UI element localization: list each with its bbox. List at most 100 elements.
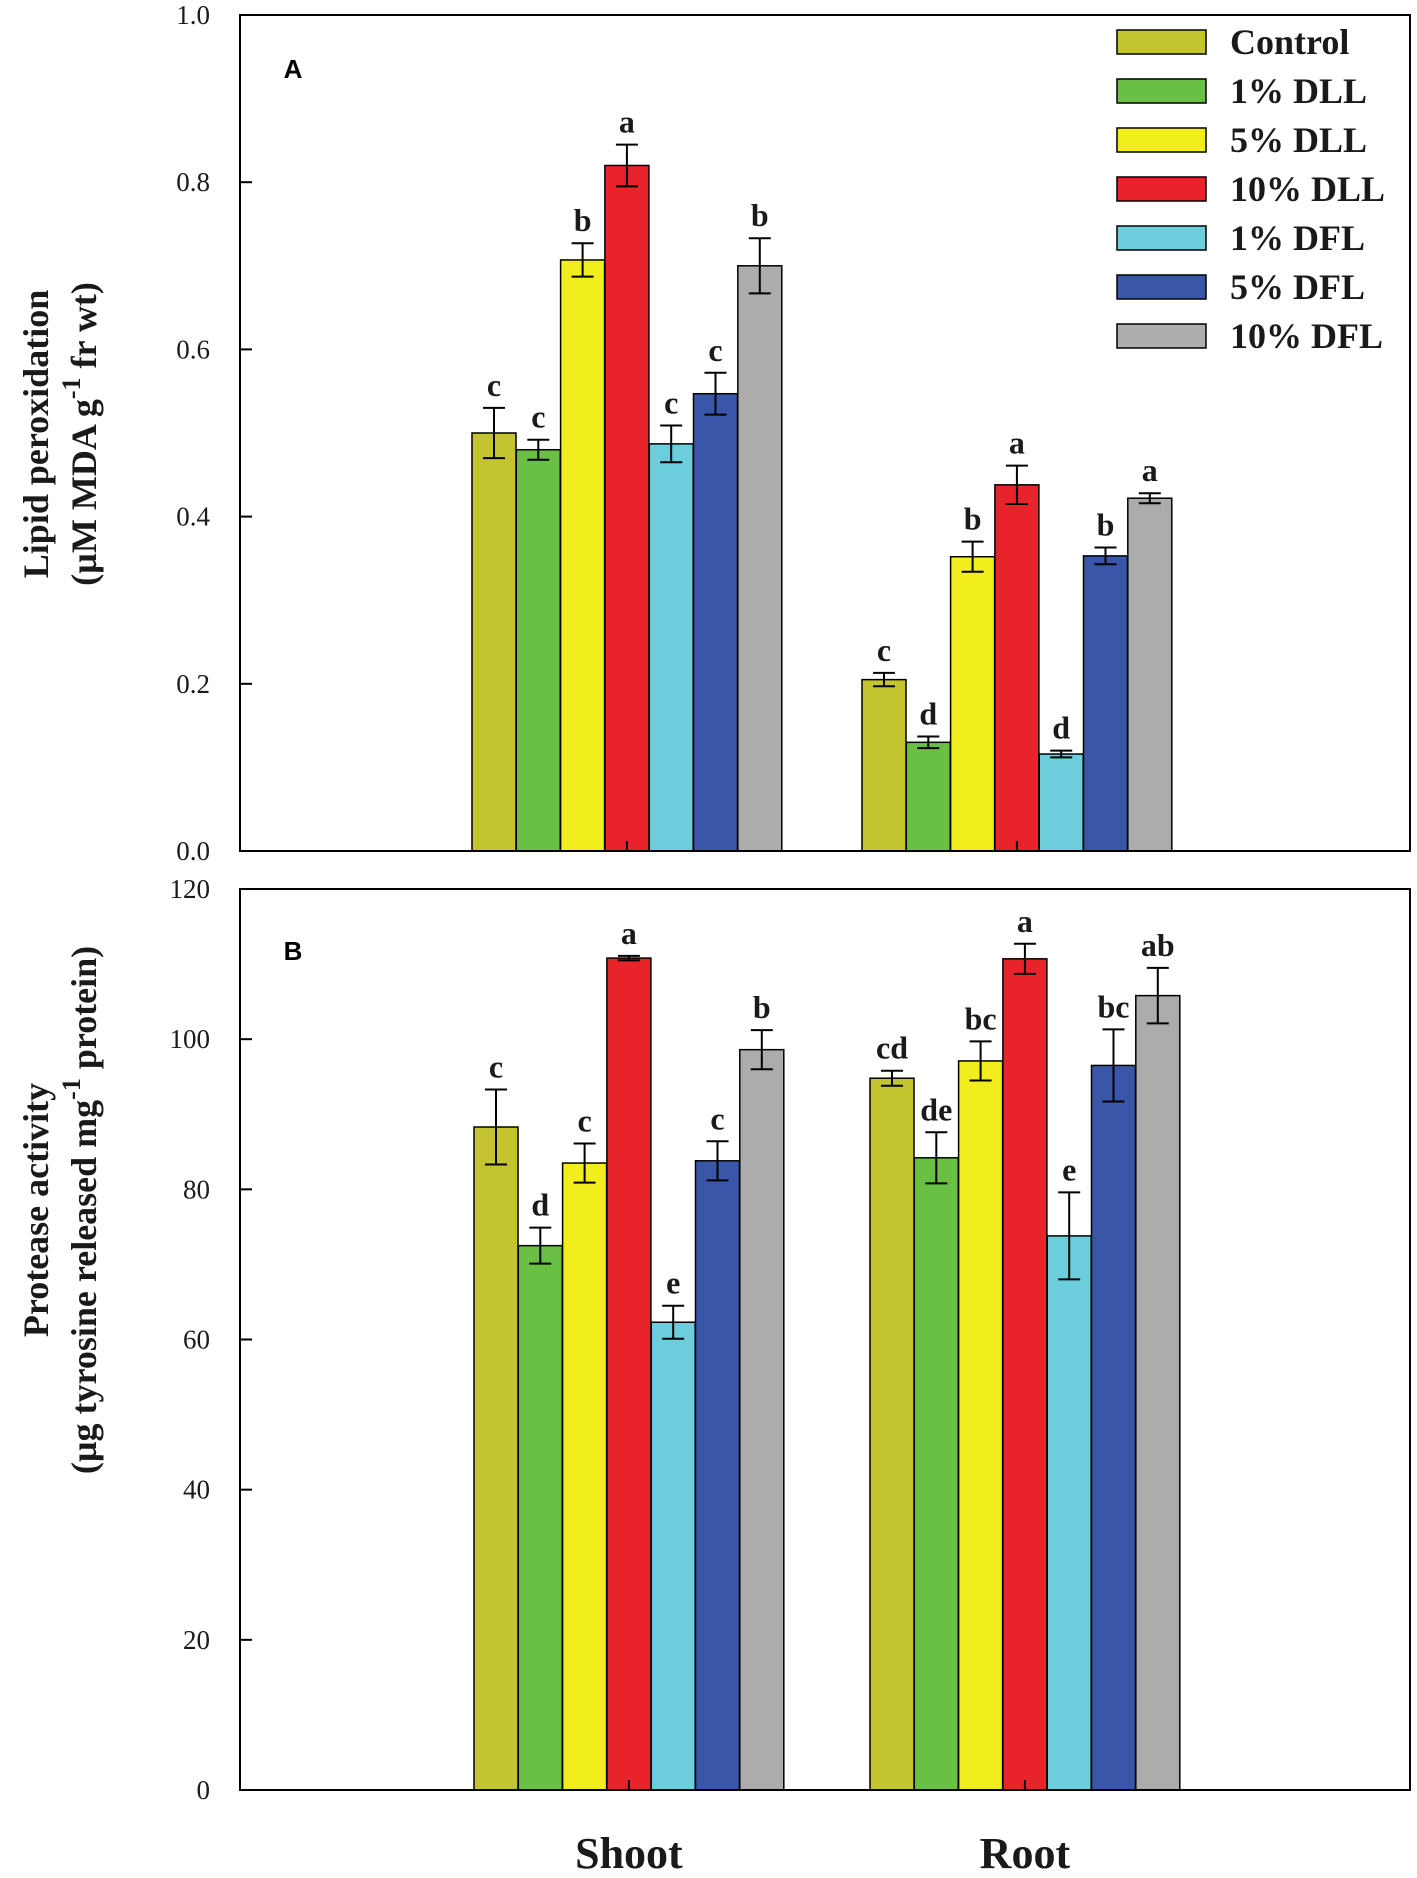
legend-swatch-10-dfl	[1116, 323, 1207, 349]
significance-letter: e	[1062, 1151, 1076, 1187]
significance-letter: c	[531, 399, 545, 435]
bar-control-shoot	[473, 1126, 519, 1791]
significance-letter: c	[710, 1100, 724, 1136]
y-axis-unit-prefix: (µM MDA g	[64, 399, 104, 586]
panel-letter: B	[284, 936, 303, 966]
y-tick-label: 100	[170, 1024, 211, 1054]
legend-label: 5% DFL	[1230, 267, 1365, 307]
significance-letter: c	[487, 367, 501, 403]
significance-letter: c	[708, 332, 722, 368]
bar-control-root	[861, 678, 907, 852]
bar-1-dfl-shoot	[648, 443, 694, 852]
bar-1-dfl-root	[1046, 1235, 1092, 1791]
panel-b: c cd d de c bc a a e e c bc b ab 0 20 40 60 80 100 120 Shoot R…	[16, 874, 1411, 1878]
legend-label: 1% DFL	[1230, 218, 1365, 258]
y-axis-unit-suffix: protein)	[64, 946, 104, 1078]
y-tick-label: 0.2	[176, 669, 210, 699]
y-tick-label: 1.0	[176, 0, 210, 30]
bar-1-dll-root	[905, 741, 952, 852]
significance-letter: c	[489, 1048, 503, 1084]
bar-5-dll-shoot	[559, 259, 606, 852]
significance-letter: bc	[965, 1000, 997, 1036]
legend-swatch-5-dll	[1116, 127, 1207, 153]
significance-letter: b	[753, 989, 771, 1025]
bar-5-dll-shoot	[561, 1162, 608, 1791]
bar-10-dfl-root	[1135, 994, 1181, 1791]
bar-10-dll-root	[994, 484, 1040, 852]
y-tick-label: 0.4	[176, 502, 210, 532]
plot-frame	[239, 888, 1411, 1791]
legend-label: 5% DLL	[1230, 120, 1367, 160]
significance-letter: e	[666, 1265, 680, 1301]
significance-letter: d	[531, 1187, 549, 1223]
legend-label: 1% DLL	[1230, 71, 1367, 111]
y-axis-title-line1: Lipid peroxidation	[16, 290, 56, 578]
significance-letter: a	[621, 915, 637, 951]
bar-5-dfl-shoot	[692, 392, 739, 852]
y-tick-label: 80	[183, 1174, 210, 1204]
y-tick-label: 0.0	[176, 836, 210, 866]
bar-10-dfl-root	[1127, 497, 1173, 852]
significance-letter: b	[751, 197, 769, 233]
legend-swatch-1-dll	[1116, 78, 1207, 104]
bar-5-dfl-shoot	[694, 1160, 741, 1791]
y-axis-unit-superscript: -1	[57, 1078, 86, 1100]
y-axis-title-line1: Protease activity	[16, 1083, 56, 1337]
bar-control-shoot	[471, 432, 517, 852]
y-tick-label: 120	[170, 874, 211, 904]
legend-swatch-control	[1116, 29, 1207, 55]
legend-label: 10% DLL	[1230, 169, 1385, 209]
y-axis-title-line2: (µM MDA g-1 fr wt)	[57, 282, 104, 586]
significance-letter: a	[619, 104, 635, 140]
significance-letter: d	[1052, 710, 1070, 746]
bar-10-dll-shoot	[606, 957, 652, 1791]
bar-10-dll-shoot	[604, 164, 650, 852]
significance-letter: de	[920, 1091, 952, 1127]
significance-letter: a	[1017, 903, 1033, 939]
legend-label: 10% DFL	[1230, 316, 1383, 356]
significance-letter: b	[574, 202, 592, 238]
y-tick-label: 0.6	[176, 334, 210, 364]
significance-letter: c	[664, 384, 678, 420]
significance-letter: a	[1142, 452, 1158, 488]
panel-letter: A	[284, 54, 303, 84]
bar-5-dll-root	[949, 555, 996, 852]
legend-swatch-1-dfl	[1116, 225, 1207, 251]
legend-swatch-10-dll	[1116, 176, 1207, 202]
significance-letter: a	[1009, 425, 1025, 461]
bar-10-dfl-shoot	[739, 1048, 785, 1791]
bar-5-dll-root	[957, 1060, 1004, 1791]
legend-label: Control	[1230, 22, 1349, 62]
y-axis-unit-superscript: -1	[57, 377, 86, 399]
bar-5-dfl-root	[1082, 555, 1129, 852]
bar-10-dll-root	[1002, 958, 1048, 1791]
category-label-root: Root	[980, 1829, 1071, 1878]
bar-1-dll-shoot	[515, 448, 562, 852]
y-tick-label: 20	[183, 1625, 210, 1655]
bar-1-dfl-root	[1038, 753, 1084, 852]
y-tick-label: 0.8	[176, 167, 210, 197]
y-axis-title: Protease activity (µg tyrosine released m…	[16, 946, 104, 1474]
bar-1-dfl-shoot	[650, 1321, 696, 1791]
legend: Control 1% DLL 5% DLL 10% DLL 1% DFL 5% DFL 10…	[1116, 22, 1385, 356]
significance-letter: bc	[1098, 988, 1130, 1024]
y-axis-unit-suffix: fr wt)	[64, 282, 104, 377]
significance-letter: ab	[1141, 927, 1175, 963]
y-axis-title-line2: (µg tyrosine released mg-1 protein)	[57, 946, 104, 1474]
bar-1-dll-root	[913, 1157, 960, 1791]
plot-frame	[239, 14, 1411, 852]
bar-control-root	[869, 1077, 915, 1791]
legend-swatch-5-dfl	[1116, 274, 1207, 300]
significance-letter: b	[964, 501, 982, 537]
significance-letter: b	[1097, 507, 1115, 543]
y-tick-label: 0	[197, 1775, 211, 1805]
significance-letter: d	[919, 695, 937, 731]
y-tick-label: 40	[183, 1475, 210, 1505]
y-axis-unit-prefix: (µg tyrosine released mg	[64, 1100, 104, 1474]
y-axis-title: Lipid peroxidation (µM MDA g-1 fr wt)	[16, 282, 104, 586]
significance-letter: cd	[876, 1030, 908, 1066]
category-label-shoot: Shoot	[575, 1829, 683, 1878]
y-tick-label: 60	[183, 1325, 210, 1355]
